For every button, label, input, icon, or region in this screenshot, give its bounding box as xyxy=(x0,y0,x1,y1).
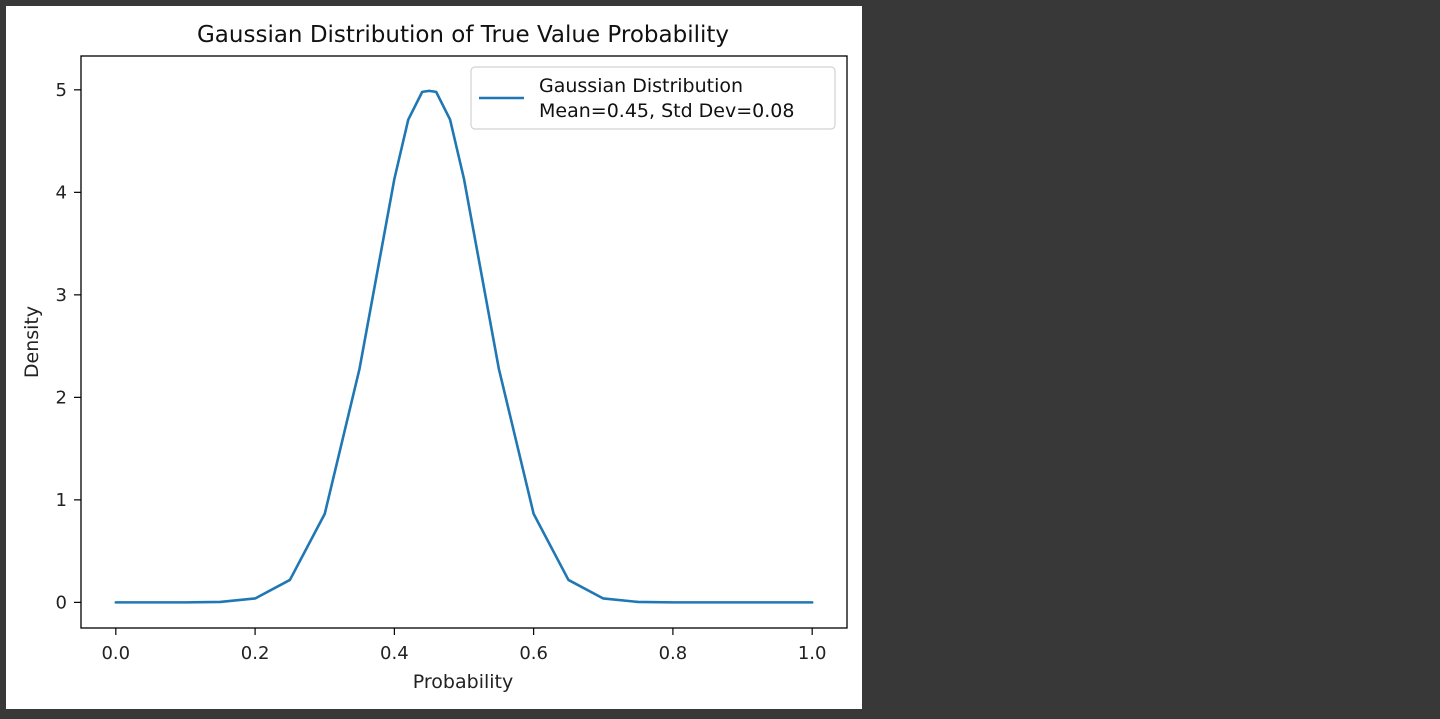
y-tick-label: 5 xyxy=(56,80,67,101)
y-tick-label: 1 xyxy=(56,490,67,511)
legend-label-line-2: Mean=0.45, Std Dev=0.08 xyxy=(539,100,794,122)
series-layer xyxy=(114,89,814,604)
x-tick-label: 0.6 xyxy=(519,643,548,664)
x-tick-label: 0.8 xyxy=(659,643,688,664)
y-axis: 0 1 2 3 4 5 xyxy=(56,80,81,613)
chart-title: Gaussian Distribution of True Value Prob… xyxy=(197,22,729,48)
chart-svg: Gaussian Distribution of True Value Prob… xyxy=(21,22,848,693)
y-axis-title: Density xyxy=(21,306,43,378)
y-tick-label: 3 xyxy=(56,285,67,306)
y-tick-label: 0 xyxy=(56,592,67,613)
legend-box xyxy=(470,66,836,130)
x-tick-label: 1.0 xyxy=(798,643,827,664)
x-tick-label: 0.4 xyxy=(380,643,409,664)
x-tick-label: 0.2 xyxy=(241,643,270,664)
x-axis-title: Probability xyxy=(413,671,513,693)
gaussian-series-line-0 xyxy=(114,89,814,604)
x-axis: 0.0 0.2 0.4 0.6 0.8 1.0 xyxy=(101,628,827,664)
x-tick-label: 0.0 xyxy=(101,643,130,664)
y-tick-label: 4 xyxy=(56,182,67,203)
y-tick-label: 2 xyxy=(56,387,67,408)
legend-label-line-1: Gaussian Distribution xyxy=(539,75,743,97)
chart-figure: Gaussian Distribution of True Value Prob… xyxy=(6,6,862,709)
legend: Gaussian Distribution Mean=0.45, Std Dev… xyxy=(470,66,836,130)
plot-area-frame xyxy=(80,55,848,629)
